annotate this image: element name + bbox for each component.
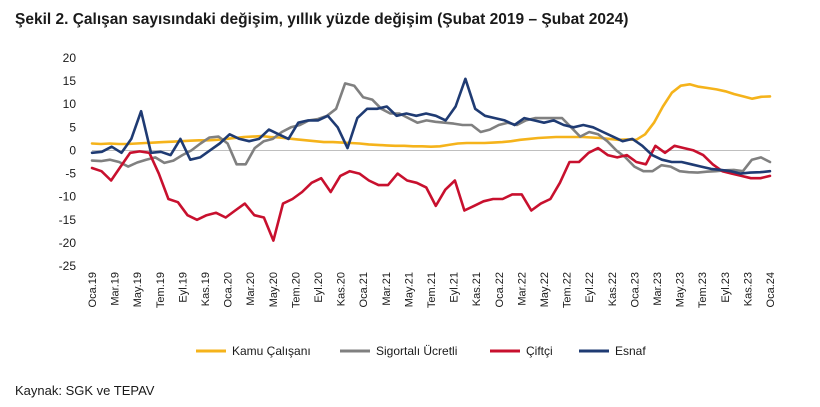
y-tick-label: 20 (63, 51, 77, 65)
legend-label-esnaf: Esnaf (615, 344, 646, 358)
line-chart: 20 15 10 5 0 -5 -10 -15 -20 -25 Oca.19 Mar.19 May.1… (59, 51, 777, 358)
x-tick-label: Mar.23 (652, 272, 664, 306)
x-tick-label: Eyl.21 (449, 272, 461, 303)
y-tick-label: -10 (59, 190, 77, 204)
x-tick-label: Oca.24 (765, 272, 777, 307)
y-tick-label: -5 (65, 167, 76, 181)
x-tick-label: Tem.23 (697, 272, 709, 308)
x-tick-label: May.21 (403, 272, 415, 307)
x-tick-label: Tem.21 (426, 272, 438, 308)
x-tick-label: Mar.21 (381, 272, 393, 306)
x-tick-label: Kas.21 (471, 272, 483, 306)
x-tick-label: Oca.22 (494, 272, 506, 307)
y-tick-label: 5 (69, 120, 76, 134)
legend-label-ciftci: Çiftçi (526, 344, 553, 358)
x-axis-ticks: Oca.19 Mar.19 May.19 Tem.19 Eyl.19 Kas.19 Oca.… (87, 272, 777, 308)
x-tick-label: May.23 (675, 272, 687, 307)
series-lines (90, 77, 772, 242)
x-tick-label: Kas.20 (336, 272, 348, 306)
x-tick-label: May.20 (268, 272, 280, 307)
y-axis-ticks: 20 15 10 5 0 -5 -10 -15 -20 -25 (59, 51, 77, 273)
x-tick-label: Eyl.19 (177, 272, 189, 303)
x-tick-label: Mar.19 (110, 272, 122, 306)
x-tick-label: Kas.22 (607, 272, 619, 306)
y-tick-label: 0 (69, 143, 76, 157)
x-tick-label: Oca.20 (223, 272, 235, 307)
x-tick-label: Oca.23 (629, 272, 641, 307)
y-tick-label: -25 (59, 259, 77, 273)
x-tick-label: Mar.22 (516, 272, 528, 306)
x-tick-label: Tem.22 (562, 272, 574, 308)
y-tick-label: 10 (63, 97, 77, 111)
x-tick-label: Kas.19 (200, 272, 212, 306)
x-tick-label: Tem.19 (155, 272, 167, 308)
y-tick-label: -20 (59, 236, 77, 250)
series-line-esnaf (90, 77, 772, 175)
series-line-sigortali (90, 82, 772, 174)
x-tick-label: Kas.23 (742, 272, 754, 306)
x-tick-label: Eyl.22 (584, 272, 596, 303)
source-note: Kaynak: SGK ve TEPAV (15, 383, 155, 398)
x-tick-label: Tem.20 (290, 272, 302, 308)
series-line-ciftci (90, 144, 772, 242)
legend-label-kamu: Kamu Çalışanı (232, 344, 311, 358)
x-tick-label: Oca.21 (358, 272, 370, 307)
x-tick-label: Eyl.20 (313, 272, 325, 303)
chart-title: Şekil 2. Çalışan sayısındaki değişim, yı… (15, 11, 629, 28)
x-tick-label: Oca.19 (87, 272, 99, 307)
y-tick-label: -15 (59, 213, 77, 227)
x-tick-label: Eyl.23 (720, 272, 732, 303)
y-tick-label: 15 (63, 74, 77, 88)
x-tick-label: Mar.20 (245, 272, 257, 306)
legend-label-sigortali: Sigortalı Ücretli (376, 344, 457, 358)
x-tick-label: May.22 (539, 272, 551, 307)
x-tick-label: May.19 (132, 272, 144, 307)
legend: Kamu Çalışanı Sigortalı Ücretli Çiftçi Esna… (196, 344, 646, 358)
